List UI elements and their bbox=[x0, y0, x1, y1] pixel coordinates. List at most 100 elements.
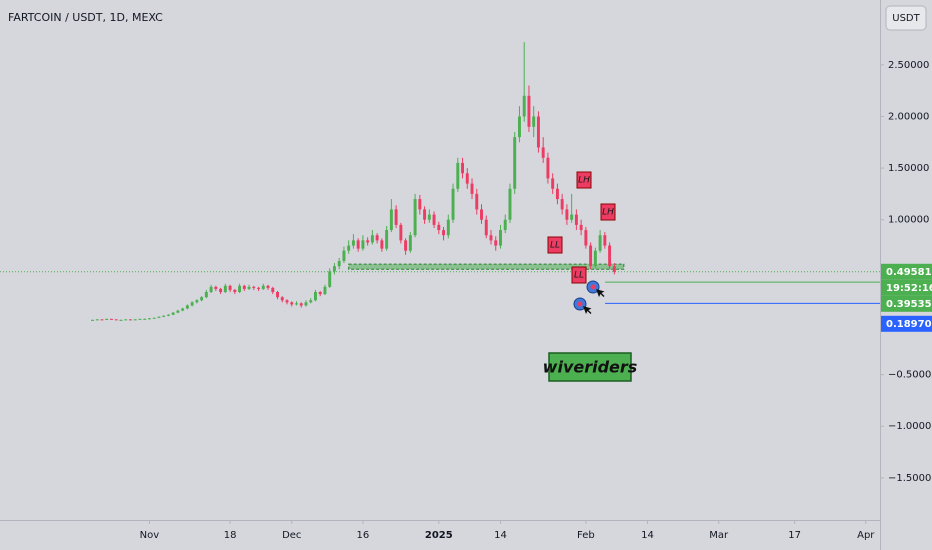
candle-body bbox=[299, 303, 303, 306]
candle-body bbox=[489, 235, 493, 241]
y-tick-label: 2.00000 bbox=[888, 111, 929, 122]
candle-body bbox=[204, 292, 208, 298]
candle-body bbox=[361, 240, 365, 249]
candle-body bbox=[546, 157, 550, 179]
candle-body bbox=[332, 266, 336, 272]
candle-body bbox=[598, 235, 602, 251]
annotation-box bbox=[576, 171, 592, 189]
current-price-label-bg bbox=[881, 263, 932, 280]
candle-body bbox=[166, 314, 170, 316]
currency-button-label[interactable]: USDT bbox=[892, 13, 920, 24]
candle-body bbox=[603, 235, 607, 246]
candle-body bbox=[366, 240, 370, 243]
annotation: LL bbox=[550, 241, 560, 251]
candle-body bbox=[152, 317, 156, 319]
candle-body bbox=[242, 285, 246, 289]
candle-body bbox=[522, 95, 526, 117]
candle-body bbox=[513, 137, 517, 189]
x-tick-label: 17 bbox=[788, 530, 801, 541]
candle-body bbox=[437, 224, 441, 231]
candle-body bbox=[276, 292, 279, 298]
candle-body bbox=[133, 319, 137, 321]
currency-button[interactable] bbox=[885, 5, 927, 31]
watermark-box bbox=[548, 352, 632, 382]
candle-body bbox=[541, 147, 545, 158]
candle-body bbox=[247, 286, 251, 289]
candle-body bbox=[423, 209, 427, 220]
candle-body bbox=[271, 287, 275, 293]
price-line-label-bg bbox=[881, 315, 932, 332]
price-line-label-bg bbox=[881, 295, 932, 312]
candle-body bbox=[209, 286, 213, 293]
watermark: wiveriders bbox=[543, 358, 638, 377]
x-tick-label: 16 bbox=[357, 530, 370, 541]
candle-body bbox=[223, 285, 227, 293]
candle-body bbox=[442, 230, 446, 236]
candle-body bbox=[257, 287, 261, 289]
candle-body bbox=[290, 302, 294, 305]
candle-body bbox=[95, 319, 99, 321]
x-tick-label: 14 bbox=[494, 530, 507, 541]
candle-body bbox=[119, 319, 123, 321]
candle-body bbox=[110, 318, 113, 320]
candle-body bbox=[314, 292, 317, 301]
candle-body bbox=[124, 319, 128, 321]
y-tick-label: 2.50000 bbox=[888, 60, 929, 71]
candle-body bbox=[465, 173, 469, 184]
candle-body bbox=[337, 261, 341, 267]
candle-body bbox=[233, 289, 237, 293]
candle-body bbox=[351, 240, 355, 246]
candle-body bbox=[114, 319, 118, 321]
chart-title: FARTCOIN / USDT, 1D, MEXC bbox=[8, 11, 163, 24]
candle-body bbox=[527, 95, 531, 127]
candle-body bbox=[309, 300, 313, 303]
candle-body bbox=[214, 286, 218, 289]
candle-body bbox=[295, 303, 298, 305]
candle-body bbox=[404, 240, 408, 251]
candle-body bbox=[560, 199, 564, 210]
candle-body bbox=[323, 286, 327, 295]
annotation-box bbox=[547, 236, 563, 254]
candle-body bbox=[195, 300, 199, 303]
candle-body bbox=[228, 285, 232, 290]
candle-body bbox=[318, 292, 322, 295]
candle-body bbox=[100, 319, 104, 321]
marker-icon-center bbox=[577, 301, 583, 307]
candle-body bbox=[408, 235, 412, 251]
candle-body bbox=[190, 302, 194, 306]
candle-body bbox=[570, 214, 574, 220]
annotation: LH bbox=[578, 176, 590, 186]
candle-body bbox=[328, 271, 332, 287]
candle-body bbox=[574, 214, 578, 225]
candle-body bbox=[200, 297, 204, 301]
candle-body bbox=[185, 305, 189, 309]
candle-body bbox=[470, 183, 474, 194]
candle-body bbox=[508, 188, 512, 220]
annotation: LL bbox=[574, 271, 584, 281]
candle-body bbox=[499, 230, 502, 246]
candle-body bbox=[342, 250, 346, 262]
candle-body bbox=[385, 230, 389, 249]
candle-body bbox=[494, 240, 498, 246]
x-tick-label: 18 bbox=[224, 530, 237, 541]
x-tick-label: Feb bbox=[577, 530, 595, 541]
x-tick-label: 2025 bbox=[425, 530, 453, 541]
annotation: LH bbox=[602, 208, 614, 218]
candle-body bbox=[446, 219, 450, 236]
candle-body bbox=[461, 162, 465, 174]
candle-body bbox=[503, 219, 507, 231]
candle-body bbox=[608, 245, 612, 267]
candle-body bbox=[536, 116, 540, 148]
candle-body bbox=[612, 266, 616, 272]
candle-body bbox=[584, 230, 588, 246]
candle-body bbox=[280, 297, 284, 301]
y-tick-label: −1.50000 bbox=[888, 473, 932, 484]
candle-body bbox=[181, 308, 185, 311]
candle-body bbox=[375, 235, 379, 241]
candle-body bbox=[261, 285, 265, 289]
marker-icon-center bbox=[590, 284, 596, 290]
candle-body bbox=[91, 319, 94, 321]
candle-body bbox=[555, 188, 559, 200]
candle-body bbox=[157, 316, 161, 318]
candle-body bbox=[427, 214, 431, 220]
